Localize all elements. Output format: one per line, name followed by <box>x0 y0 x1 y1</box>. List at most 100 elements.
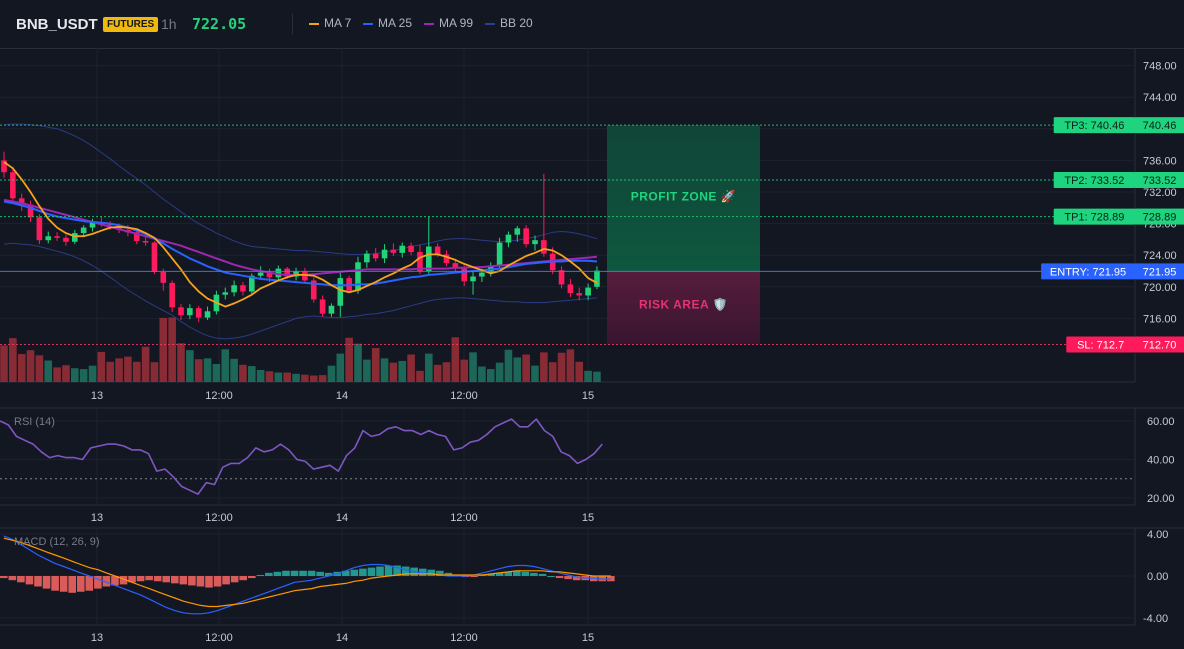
volume-bar <box>256 369 265 382</box>
x-tick: 14 <box>336 390 348 402</box>
macd-hist-bar <box>111 576 119 586</box>
price-y-tick: 716.00 <box>1143 313 1177 325</box>
entry-axis-label: 721.95 <box>1143 266 1177 278</box>
candle-body <box>257 272 264 276</box>
macd-hist-bar <box>196 576 205 587</box>
price-y-tick: 724.00 <box>1143 250 1177 262</box>
macd-hist-bar <box>17 576 25 583</box>
volume-bar <box>132 361 141 382</box>
x-tick: 12:00 <box>450 512 478 524</box>
price-grid <box>0 48 1135 625</box>
volume-bar <box>230 358 238 382</box>
volume-bar <box>389 362 398 382</box>
macd-hist-bar <box>222 576 230 585</box>
entry-tag-label: ENTRY: 721.95 <box>1050 266 1126 278</box>
macd-hist-bar <box>324 572 333 576</box>
macd-hist-bar <box>273 571 282 576</box>
candle-body <box>381 249 388 259</box>
candle-body <box>461 268 467 282</box>
candle-body <box>514 228 521 235</box>
candle-body <box>10 172 16 199</box>
macd-hist-bar <box>504 571 513 576</box>
volume-bar <box>186 350 194 382</box>
candle-body <box>319 299 326 314</box>
volume-bar <box>486 369 495 382</box>
candle-body <box>470 276 476 282</box>
volume-bar <box>283 372 291 382</box>
x-tick: 12:00 <box>205 390 233 402</box>
symbol-name[interactable]: BNB_USDT <box>16 16 98 33</box>
x-tick: 12:00 <box>450 390 478 402</box>
rsi-title: RSI (14) <box>14 416 55 428</box>
legend-bb20[interactable]: BB 20 <box>485 16 533 30</box>
legend-ma99[interactable]: MA 99 <box>424 16 473 30</box>
volume-bar <box>124 356 132 382</box>
macd-hist-bar <box>8 576 17 581</box>
candle-body <box>266 272 273 278</box>
volume-bar <box>194 359 203 382</box>
price-y-tick: 748.00 <box>1143 61 1177 73</box>
volume-bar <box>248 366 256 382</box>
candle-body <box>249 275 255 292</box>
volume-bar <box>460 359 468 382</box>
price-y-tick: 720.00 <box>1143 282 1177 294</box>
legend-ma25[interactable]: MA 25 <box>363 16 412 30</box>
timeframe-selector[interactable]: 1h <box>161 16 177 32</box>
macd-hist-bar <box>128 576 136 583</box>
macd-hist-bar <box>171 576 179 584</box>
candle-body <box>195 308 202 318</box>
volume-bar <box>35 355 44 382</box>
candle-body <box>417 252 423 271</box>
candle-body <box>107 224 113 226</box>
candle-body <box>18 198 25 205</box>
rsi-y-tick: 20.00 <box>1147 493 1175 505</box>
macd-y-tick: -4.00 <box>1143 613 1168 625</box>
macd-hist-bar <box>162 576 171 583</box>
candle-body <box>275 268 282 278</box>
volume-bar <box>548 362 557 382</box>
candle-body <box>293 271 299 277</box>
macd-line <box>3 535 611 615</box>
tp1-axis-label: 728.89 <box>1143 212 1177 224</box>
volume-bar <box>513 357 522 382</box>
macd-hist-bar <box>495 572 504 576</box>
tp2-tag-bg <box>1053 171 1135 188</box>
rsi-line <box>0 418 603 495</box>
candle-body <box>434 246 441 255</box>
macd-hist-bar <box>102 576 111 587</box>
volume-bar <box>159 317 168 382</box>
macd-hist-bar <box>384 565 393 576</box>
volume-bar <box>88 365 97 382</box>
macd-hist-bar <box>572 576 581 581</box>
rsi-y-tick: 60.00 <box>1147 416 1175 428</box>
volume-bar <box>398 360 407 382</box>
macd-hist-bar <box>299 570 307 576</box>
risk-zone-label: RISK AREA 🛡️ <box>639 297 728 311</box>
candle-body <box>284 268 290 277</box>
macd-y-tick: 0.00 <box>1147 571 1168 583</box>
price-y-tick: 732.00 <box>1143 187 1177 199</box>
volume-bar <box>106 361 114 382</box>
x-tick: 13 <box>91 632 103 644</box>
volume-bar <box>522 354 530 382</box>
price-y-tick: 736.00 <box>1143 155 1177 167</box>
macd-hist-bar <box>119 576 128 585</box>
candle-body <box>151 242 158 272</box>
sl-tag-bg <box>1066 336 1135 353</box>
volume-bar <box>203 358 212 382</box>
volume-bar <box>318 375 327 382</box>
tp2-tag-label: TP2: 733.52 <box>1064 175 1124 187</box>
legend-ma7[interactable]: MA 7 <box>309 16 351 30</box>
volume-bar <box>327 365 336 382</box>
candle-body <box>160 271 167 283</box>
bb-upper-line <box>3 123 598 255</box>
legend-swatch-icon <box>424 22 434 25</box>
tp2-axis-label: 733.52 <box>1143 175 1177 187</box>
candle-body <box>231 285 237 293</box>
macd-hist-bar <box>68 576 76 593</box>
entry-level-tag: ENTRY: 721.95 721.95 <box>1041 263 1184 280</box>
macd-hist-bar <box>436 570 444 576</box>
macd-hist-bar <box>342 570 350 576</box>
legend-swatch-icon <box>363 22 373 25</box>
